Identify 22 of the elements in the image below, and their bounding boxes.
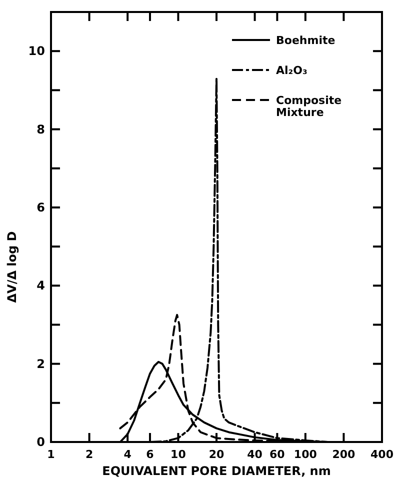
x-tick-label: 60 bbox=[270, 448, 286, 461]
x-tick-label: 10 bbox=[170, 448, 186, 461]
x-tick-label: 1 bbox=[47, 448, 55, 461]
y-tick-label: 4 bbox=[36, 278, 45, 293]
y-tick-label: 8 bbox=[36, 122, 45, 136]
legend-label: Al₂O₃ bbox=[276, 64, 308, 77]
x-axis-title: EQUIVALENT PORE DIAMETER, nm bbox=[102, 464, 331, 478]
x-tick-label: 40 bbox=[247, 448, 263, 461]
y-tick-label: 2 bbox=[36, 356, 45, 371]
y-tick-label: 6 bbox=[36, 200, 45, 214]
x-tick-label: 200 bbox=[332, 448, 356, 461]
x-tick-label: 2 bbox=[85, 448, 94, 461]
legend-label: Boehmite bbox=[276, 34, 336, 47]
legend-label: Composite Mixture bbox=[276, 94, 342, 119]
x-tick-label: 4 bbox=[124, 448, 132, 461]
x-tick-label: 20 bbox=[208, 448, 224, 461]
x-tick-label: 400 bbox=[370, 448, 394, 461]
y-tick-label: 10 bbox=[28, 44, 45, 58]
x-tick-label: 6 bbox=[146, 448, 154, 461]
y-tick-label: 0 bbox=[36, 435, 45, 449]
x-tick-label: 100 bbox=[294, 448, 318, 461]
y-axis-title: ΔV/Δ log D bbox=[5, 231, 19, 303]
